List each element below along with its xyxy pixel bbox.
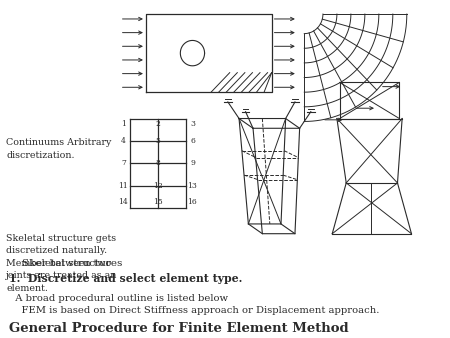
- Text: Skeletal structures: Skeletal structures: [9, 259, 122, 268]
- Text: 1.  Discretize and select element type.: 1. Discretize and select element type.: [9, 273, 242, 284]
- Text: 8: 8: [156, 160, 160, 167]
- Text: Continuums Arbitrary
discretization.: Continuums Arbitrary discretization.: [6, 138, 112, 160]
- Text: A broad procedural outline is listed below: A broad procedural outline is listed bel…: [9, 294, 228, 303]
- Text: 3: 3: [190, 120, 195, 128]
- Text: 13: 13: [188, 182, 198, 190]
- Text: 12: 12: [153, 182, 163, 190]
- Text: 9: 9: [190, 160, 195, 167]
- Text: 4: 4: [121, 137, 126, 145]
- Text: 5: 5: [156, 137, 160, 145]
- Text: General Procedure for Finite Element Method: General Procedure for Finite Element Met…: [9, 321, 348, 335]
- Text: 1: 1: [121, 120, 126, 128]
- Text: 16: 16: [188, 198, 197, 207]
- Text: 14: 14: [119, 198, 128, 207]
- Text: 2: 2: [156, 120, 160, 128]
- Text: 11: 11: [119, 182, 128, 190]
- Text: 15: 15: [153, 198, 163, 207]
- Text: 7: 7: [121, 160, 126, 167]
- Text: 6: 6: [190, 137, 195, 145]
- Text: FEM is based on Direct Stiffness approach or Displacement approach.: FEM is based on Direct Stiffness approac…: [9, 306, 379, 315]
- Text: Skeletal structure gets
discretized naturally.
Member between two
joints are tre: Skeletal structure gets discretized natu…: [6, 234, 117, 293]
